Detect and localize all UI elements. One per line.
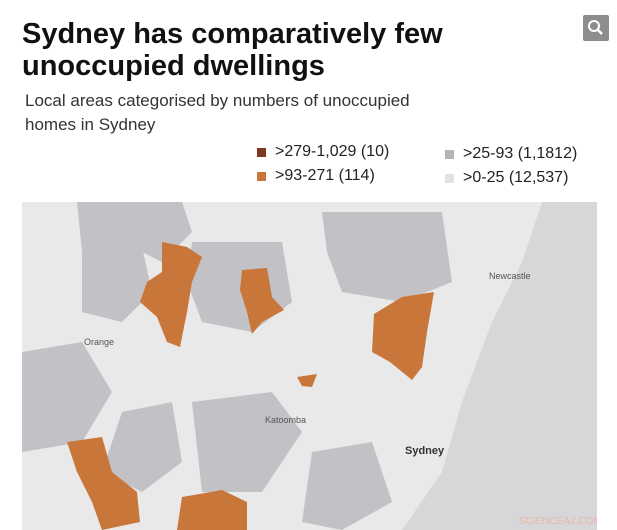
legend-swatch xyxy=(257,171,266,181)
legend-label: >93-271 (114) xyxy=(275,167,375,184)
area xyxy=(140,242,202,347)
legend-label: >0-25 (12,537) xyxy=(463,169,569,186)
subtitle: Local areas categorised by numbers of un… xyxy=(25,91,410,110)
area xyxy=(22,342,112,452)
legend-swatch xyxy=(445,173,454,183)
legend-swatch xyxy=(257,147,266,157)
area xyxy=(192,392,302,492)
legend-item: >93-271 (114) xyxy=(257,167,375,185)
map: Newcastle Orange Katoomba Sydney SCIENCE… xyxy=(22,202,597,530)
watermark: SCIENCEA2.COM xyxy=(519,516,597,527)
high-areas xyxy=(67,242,434,530)
area xyxy=(240,268,284,334)
area xyxy=(177,490,247,530)
area xyxy=(102,402,182,492)
place-label: Katoomba xyxy=(265,415,306,425)
area xyxy=(302,442,392,530)
area xyxy=(322,212,452,302)
area xyxy=(297,374,317,387)
search-button[interactable] xyxy=(583,15,609,41)
legend-label: >25-93 (1,1812) xyxy=(463,145,578,162)
legend-item: >279-1,029 (10) xyxy=(257,143,389,161)
area xyxy=(67,437,140,530)
sea xyxy=(402,202,597,530)
subtitle: homes in Sydney xyxy=(25,115,156,134)
legend-item: >25-93 (1,1812) xyxy=(445,145,577,163)
place-label: Orange xyxy=(84,337,114,347)
title: unoccupied dwellings xyxy=(22,50,325,82)
legend-swatch xyxy=(445,149,454,159)
title: Sydney has comparatively few xyxy=(22,18,443,50)
legend-label: >279-1,029 (10) xyxy=(275,143,390,160)
place-label: Sydney xyxy=(405,445,445,457)
place-label: Newcastle xyxy=(489,271,531,281)
area xyxy=(372,292,434,380)
area xyxy=(82,242,152,322)
search-icon xyxy=(588,20,603,35)
legend-item: >0-25 (12,537) xyxy=(445,169,568,187)
